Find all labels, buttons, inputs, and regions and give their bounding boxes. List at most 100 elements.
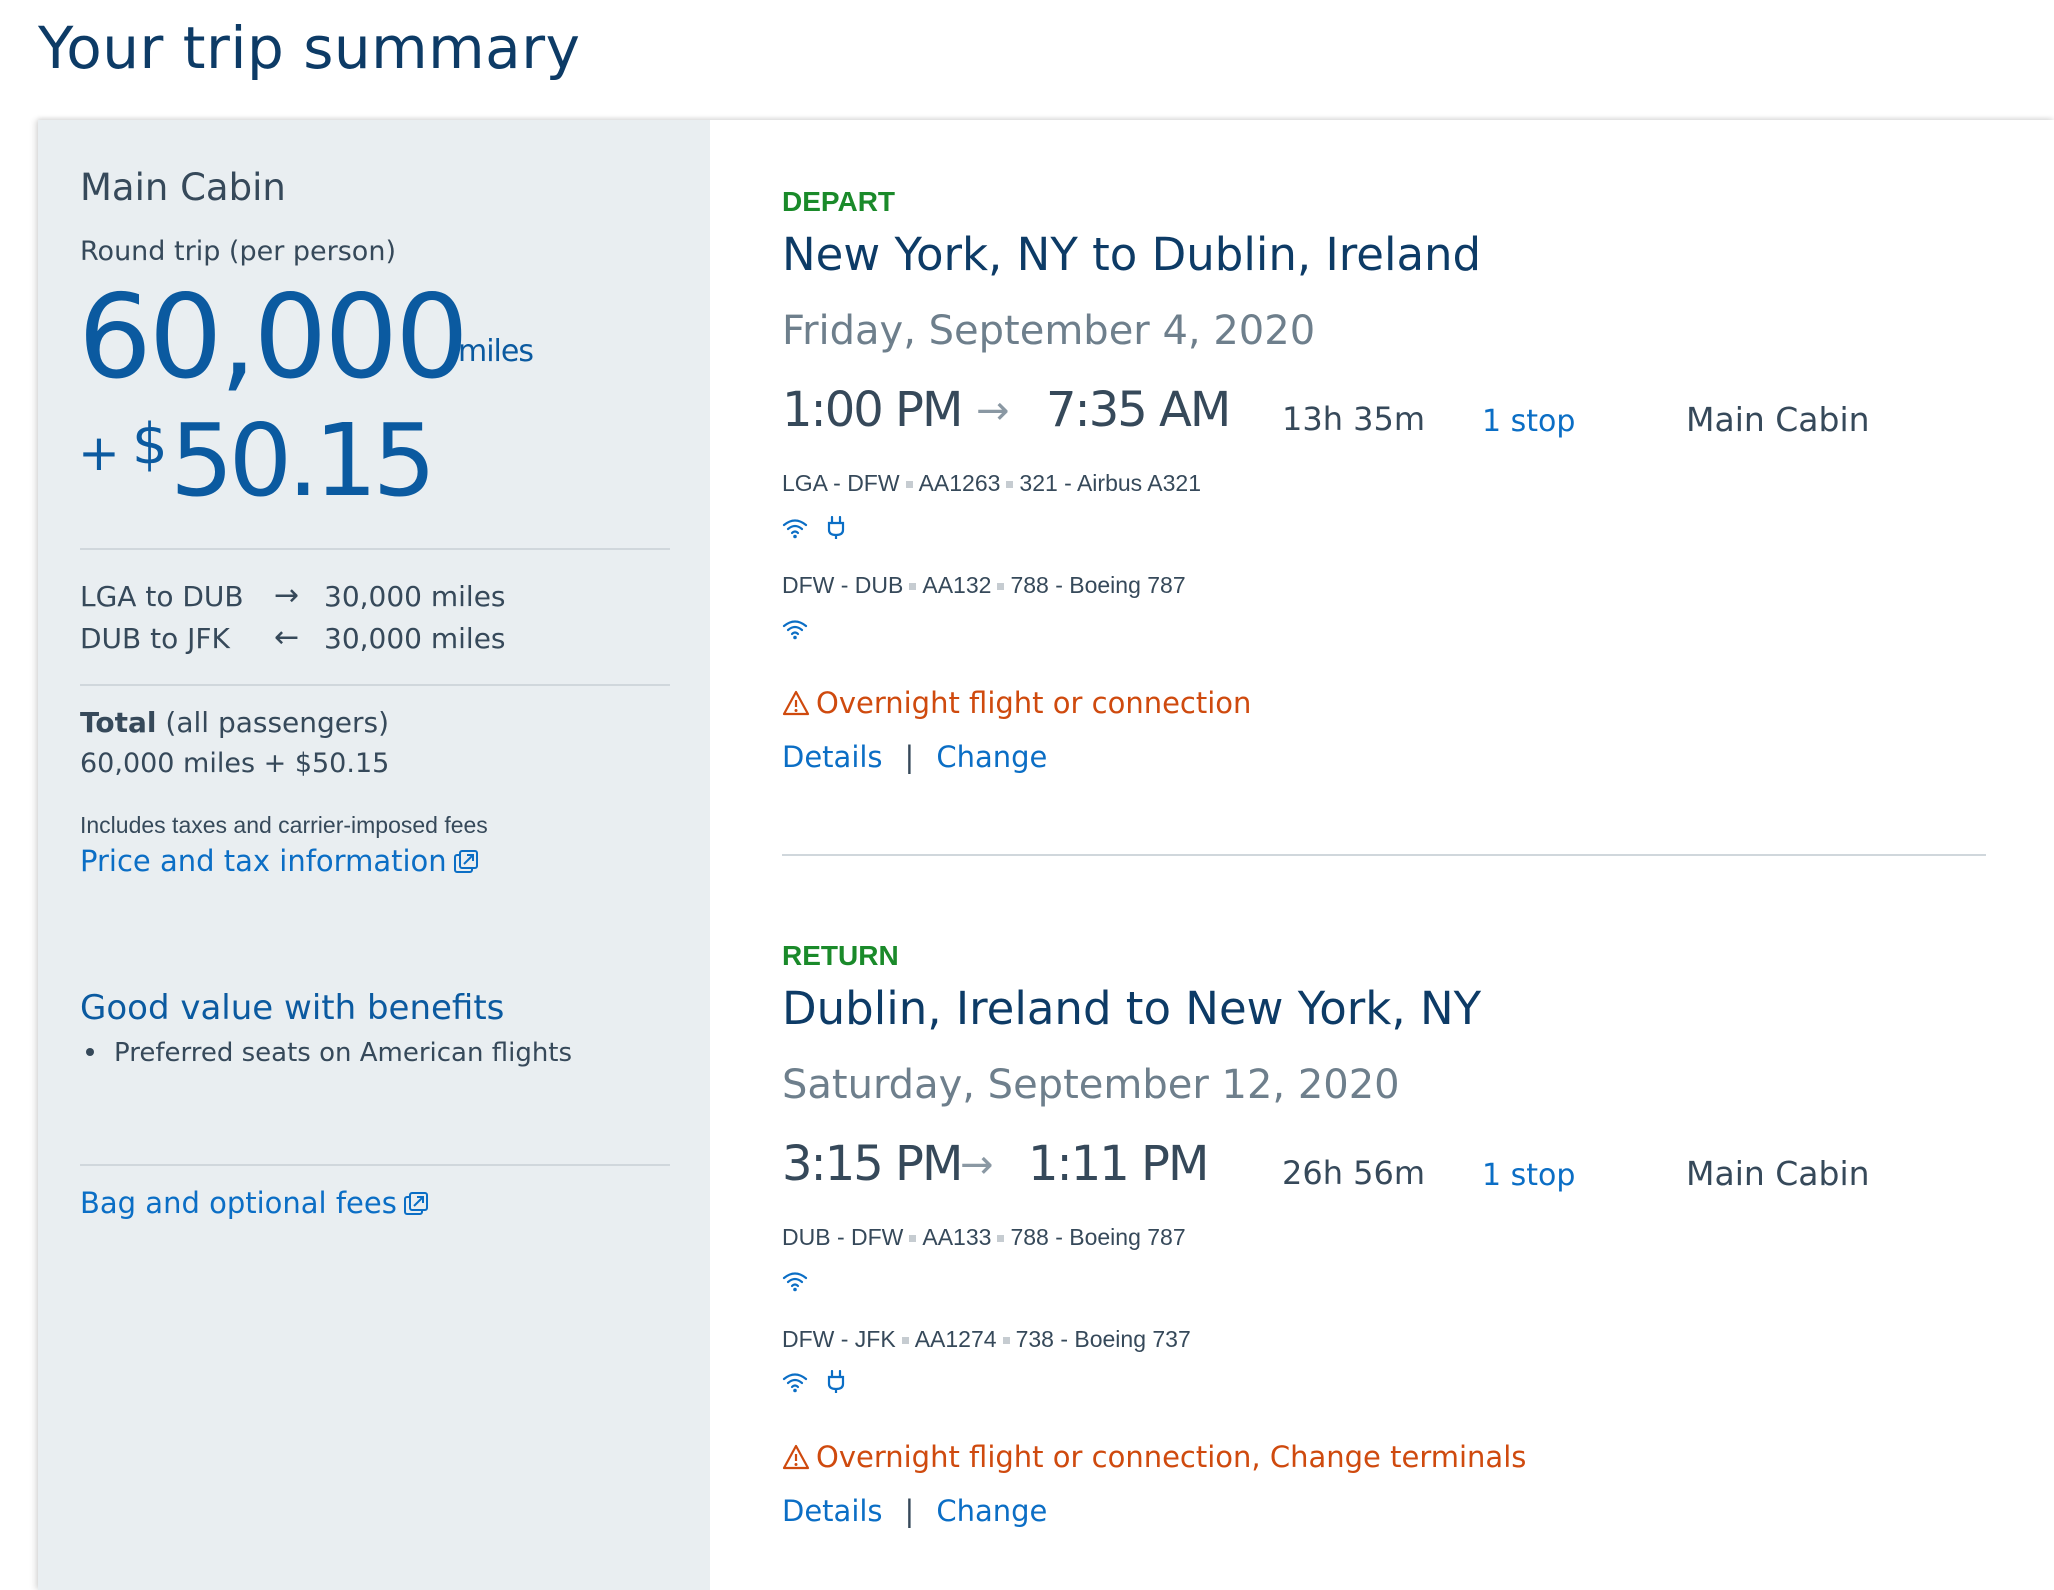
miles-unit: miles bbox=[458, 334, 534, 369]
power-icon bbox=[827, 515, 845, 539]
amenities bbox=[782, 1270, 826, 1300]
page-title: Your trip summary bbox=[38, 14, 581, 82]
leg-airports: DUB - DFW bbox=[782, 1224, 904, 1250]
action-separator: | bbox=[904, 740, 915, 774]
sidebar-divider bbox=[80, 548, 670, 550]
amenities bbox=[782, 515, 864, 546]
segment-label-return: RETURN bbox=[782, 940, 899, 971]
arrow-right-icon: → bbox=[960, 1142, 994, 1188]
aircraft: 788 - Boeing 787 bbox=[1010, 572, 1186, 598]
includes-note: Includes taxes and carrier-imposed fees bbox=[80, 812, 488, 838]
price-tax-link-label[interactable]: Price and tax information bbox=[80, 844, 447, 878]
cabin-class: Main Cabin bbox=[1686, 400, 1870, 439]
arrow-right-icon: → bbox=[274, 578, 300, 613]
flight-leg-info: DUB - DFW AA133 788 - Boeing 787 bbox=[782, 1224, 1186, 1251]
wifi-icon bbox=[782, 519, 808, 539]
price-tax-link[interactable]: Price and tax information bbox=[80, 844, 479, 878]
aircraft: 788 - Boeing 787 bbox=[1010, 1224, 1186, 1250]
flights-panel: DEPART New York, NY to Dublin, Ireland F… bbox=[710, 120, 2054, 1590]
change-link[interactable]: Change bbox=[936, 740, 1048, 774]
wifi-icon bbox=[782, 1272, 808, 1292]
separator-square bbox=[905, 481, 913, 488]
power-icon bbox=[827, 1369, 845, 1393]
warning-icon bbox=[782, 690, 810, 716]
leg-row-outbound: LGA to DUB → 30,000 miles bbox=[80, 578, 680, 620]
benefit-text: Preferred seats on American flights bbox=[114, 1038, 573, 1068]
segment-route: Dublin, Ireland to New York, NY bbox=[782, 982, 1482, 1035]
warning-text: Overnight flight or connection bbox=[816, 686, 1252, 720]
price-dollar-sign: $ bbox=[132, 412, 168, 477]
cabin-class: Main Cabin bbox=[1686, 1154, 1870, 1193]
leg-row-return: DUB to JFK ← 30,000 miles bbox=[80, 620, 680, 662]
flight-leg-info: DFW - JFK AA1274 738 - Boeing 737 bbox=[782, 1326, 1191, 1353]
aircraft: 738 - Boeing 737 bbox=[1015, 1326, 1191, 1352]
miles-amount: 60,000 bbox=[78, 270, 469, 405]
flight-leg-info: DFW - DUB AA132 788 - Boeing 787 bbox=[782, 572, 1186, 599]
cash-amount: 50.15 bbox=[170, 402, 436, 519]
bag-fees-link-label[interactable]: Bag and optional fees bbox=[80, 1186, 397, 1220]
change-link[interactable]: Change bbox=[936, 1494, 1048, 1528]
depart-time: 3:15 PM bbox=[782, 1136, 963, 1192]
separator-square bbox=[909, 583, 917, 590]
leg-airports: DFW - DUB bbox=[782, 572, 904, 598]
total-label: Total bbox=[80, 706, 157, 739]
stops-link[interactable]: 1 stop bbox=[1482, 1158, 1576, 1193]
cabin-title: Main Cabin bbox=[80, 166, 286, 209]
aircraft: 321 - Airbus A321 bbox=[1019, 470, 1201, 496]
leg-airports: LGA - DFW bbox=[782, 470, 900, 496]
action-separator: | bbox=[904, 1494, 915, 1528]
separator-square bbox=[997, 1235, 1005, 1242]
arrow-left-icon: ← bbox=[274, 620, 300, 655]
segment-date: Friday, September 4, 2020 bbox=[782, 308, 1316, 354]
trip-type-label: Round trip (per person) bbox=[80, 236, 396, 267]
total-value: 60,000 miles + $50.15 bbox=[80, 748, 390, 779]
segment-warning: Overnight flight or connection bbox=[782, 686, 1251, 720]
separator-square bbox=[901, 1337, 909, 1344]
flight-number: AA1263 bbox=[918, 470, 1001, 496]
external-link-icon bbox=[403, 1192, 428, 1215]
depart-time: 1:00 PM bbox=[782, 382, 963, 438]
bag-fees-link[interactable]: Bag and optional fees bbox=[80, 1186, 429, 1220]
amenities bbox=[782, 618, 826, 648]
arrow-right-icon: → bbox=[976, 388, 1010, 434]
segment-actions: Details | Change bbox=[782, 740, 1047, 774]
total-suffix: (all passengers) bbox=[165, 706, 390, 739]
flight-number: AA132 bbox=[922, 572, 992, 598]
separator-square bbox=[1002, 1337, 1010, 1344]
benefit-item: Preferred seats on American flights bbox=[80, 1038, 572, 1068]
separator-square bbox=[909, 1235, 917, 1242]
warning-text: Overnight flight or connection, Change t… bbox=[816, 1440, 1527, 1474]
sidebar-divider bbox=[80, 1164, 670, 1166]
flight-number: AA1274 bbox=[914, 1326, 997, 1352]
separator-square bbox=[997, 583, 1005, 590]
arrive-time: 7:35 AM bbox=[1046, 382, 1231, 438]
warning-icon bbox=[782, 1444, 810, 1470]
leg-route: DUB to JFK bbox=[80, 622, 230, 655]
segment-divider bbox=[782, 854, 1986, 856]
sidebar-divider bbox=[80, 684, 670, 686]
total-heading: Total (all passengers) bbox=[80, 706, 389, 739]
leg-route: LGA to DUB bbox=[80, 580, 244, 613]
fare-sidebar: Main Cabin Round trip (per person) 60,00… bbox=[38, 120, 710, 1590]
flight-leg-info: LGA - DFW AA1263 321 - Airbus A321 bbox=[782, 470, 1201, 497]
stops-link[interactable]: 1 stop bbox=[1482, 404, 1576, 439]
external-link-icon bbox=[453, 850, 478, 873]
leg-airports: DFW - JFK bbox=[782, 1326, 896, 1352]
duration: 26h 56m bbox=[1282, 1154, 1426, 1192]
segment-warning: Overnight flight or connection, Change t… bbox=[782, 1440, 1526, 1474]
separator-square bbox=[1006, 481, 1014, 488]
amenities bbox=[782, 1369, 864, 1400]
segment-label-depart: DEPART bbox=[782, 186, 896, 217]
wifi-icon bbox=[782, 1373, 808, 1393]
segment-route: New York, NY to Dublin, Ireland bbox=[782, 228, 1482, 281]
arrive-time: 1:11 PM bbox=[1028, 1136, 1209, 1192]
wifi-icon bbox=[782, 620, 808, 640]
details-link[interactable]: Details bbox=[782, 1494, 883, 1528]
segment-date: Saturday, September 12, 2020 bbox=[782, 1062, 1400, 1108]
flight-number: AA133 bbox=[922, 1224, 992, 1250]
leg-miles: 30,000 miles bbox=[324, 622, 506, 655]
segment-actions: Details | Change bbox=[782, 1494, 1047, 1528]
details-link[interactable]: Details bbox=[782, 740, 883, 774]
leg-miles: 30,000 miles bbox=[324, 580, 506, 613]
duration: 13h 35m bbox=[1282, 400, 1426, 438]
